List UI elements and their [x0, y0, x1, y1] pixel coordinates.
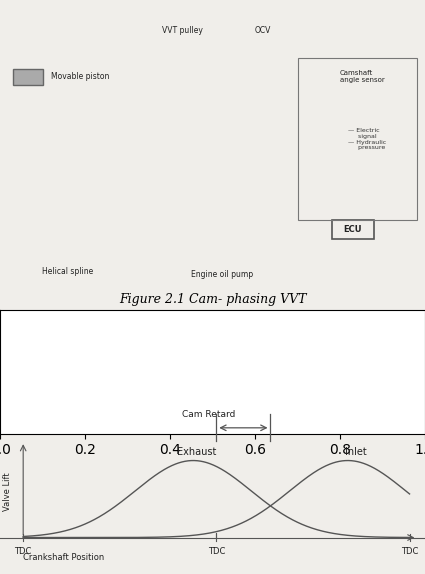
Text: Inlet: Inlet [291, 324, 312, 333]
Text: Movable piston: Movable piston [51, 72, 109, 82]
Text: Exhaust: Exhaust [177, 447, 217, 457]
Text: ECU: ECU [343, 226, 362, 234]
Text: Figure 2.1 Cam- phasing VVT: Figure 2.1 Cam- phasing VVT [119, 293, 306, 306]
Text: Engine oil pump: Engine oil pump [191, 270, 253, 279]
Text: — Electric
     signal
— Hydraulic
     pressure: — Electric signal — Hydraulic pressure [348, 128, 387, 150]
Text: Camshaft
angle sensor: Camshaft angle sensor [340, 71, 385, 83]
Text: TDC: TDC [401, 547, 418, 556]
Text: Inlet: Inlet [345, 447, 366, 457]
Text: Cam Retard: Cam Retard [181, 410, 235, 419]
Text: TDC: TDC [208, 424, 225, 433]
Bar [298, 58, 416, 220]
Text: Helical spline: Helical spline [42, 267, 94, 277]
Bar [332, 220, 374, 239]
Text: OCV: OCV [255, 26, 272, 35]
Text: Crankshaft Position: Crankshaft Position [23, 553, 105, 562]
Text: Valve Lift: Valve Lift [3, 472, 12, 511]
Bar [13, 69, 42, 85]
Text: TDC: TDC [208, 547, 225, 556]
Text: VVT pulley: VVT pulley [162, 26, 202, 35]
Text: TDC: TDC [401, 424, 418, 433]
Text: Crankshaft Position: Crankshaft Position [330, 401, 411, 410]
Text: Valve Lift: Valve Lift [3, 349, 12, 387]
Text: TDC: TDC [14, 547, 32, 556]
Text: TDC: TDC [14, 424, 32, 433]
Text: Exhaust: Exhaust [112, 324, 151, 333]
